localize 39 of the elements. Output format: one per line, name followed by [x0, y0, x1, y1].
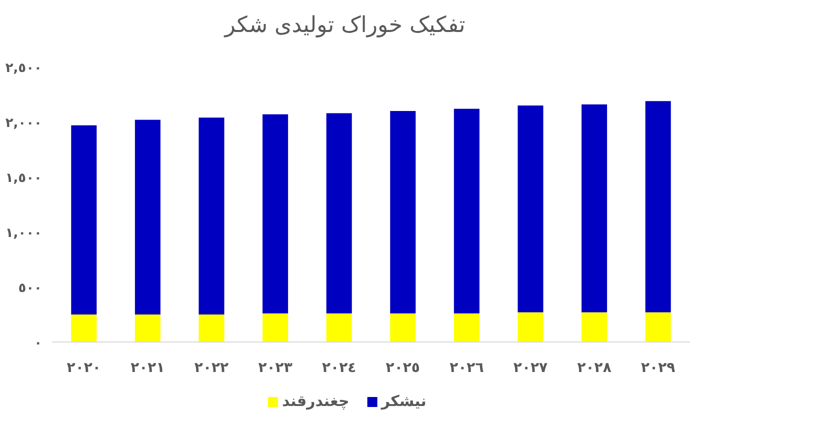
chart-title: تفکیک خوراک تولیدی شکر	[224, 13, 466, 38]
x-tick-label: ٢٠٢٠	[66, 360, 101, 376]
bar	[645, 101, 671, 312]
bar	[134, 120, 160, 314]
bar	[262, 313, 288, 342]
y-tick-label: ٥٠٠	[18, 281, 42, 296]
y-tick-label: ٢,٥٠٠	[5, 61, 42, 76]
bar	[454, 313, 480, 342]
bar	[518, 106, 544, 312]
y-tick-label: ٢,٠٠٠	[5, 116, 42, 131]
x-tick-label: ٢٠٢٥	[386, 360, 420, 376]
x-tick-label: ٢٠٢٢	[194, 360, 230, 376]
bar	[262, 114, 288, 314]
bar	[71, 125, 97, 314]
x-tick-label: ٢٠٢٧	[513, 360, 548, 376]
x-tick-label: ٢٠٢٣	[258, 360, 293, 376]
bar	[582, 312, 608, 342]
bar	[326, 113, 352, 314]
bar	[645, 312, 671, 342]
bar	[518, 312, 544, 342]
x-tick-label: ٢٠٢٩	[641, 360, 676, 376]
x-tick-label: ٢٠٢٦	[450, 360, 484, 376]
bar	[390, 111, 416, 314]
y-tick-label: ٠	[34, 336, 42, 351]
bar	[390, 313, 416, 342]
y-tick-label: ١,٠٠٠	[5, 226, 42, 241]
x-tick-label: ٢٠٢١	[130, 360, 165, 376]
bar	[134, 314, 160, 342]
bar	[326, 313, 352, 342]
y-tick-label: ١,٥٠٠	[5, 171, 42, 186]
x-tick-label: ٢٠٢٤	[322, 360, 356, 376]
bar	[454, 108, 480, 314]
x-tick-label: ٢٠٢٨	[577, 360, 612, 376]
legend-label: چغندرقند	[282, 392, 350, 410]
bar	[198, 118, 224, 314]
bar	[71, 314, 97, 342]
legend-label: نیشکر	[380, 392, 426, 410]
bar	[582, 104, 608, 312]
bar	[198, 314, 224, 342]
